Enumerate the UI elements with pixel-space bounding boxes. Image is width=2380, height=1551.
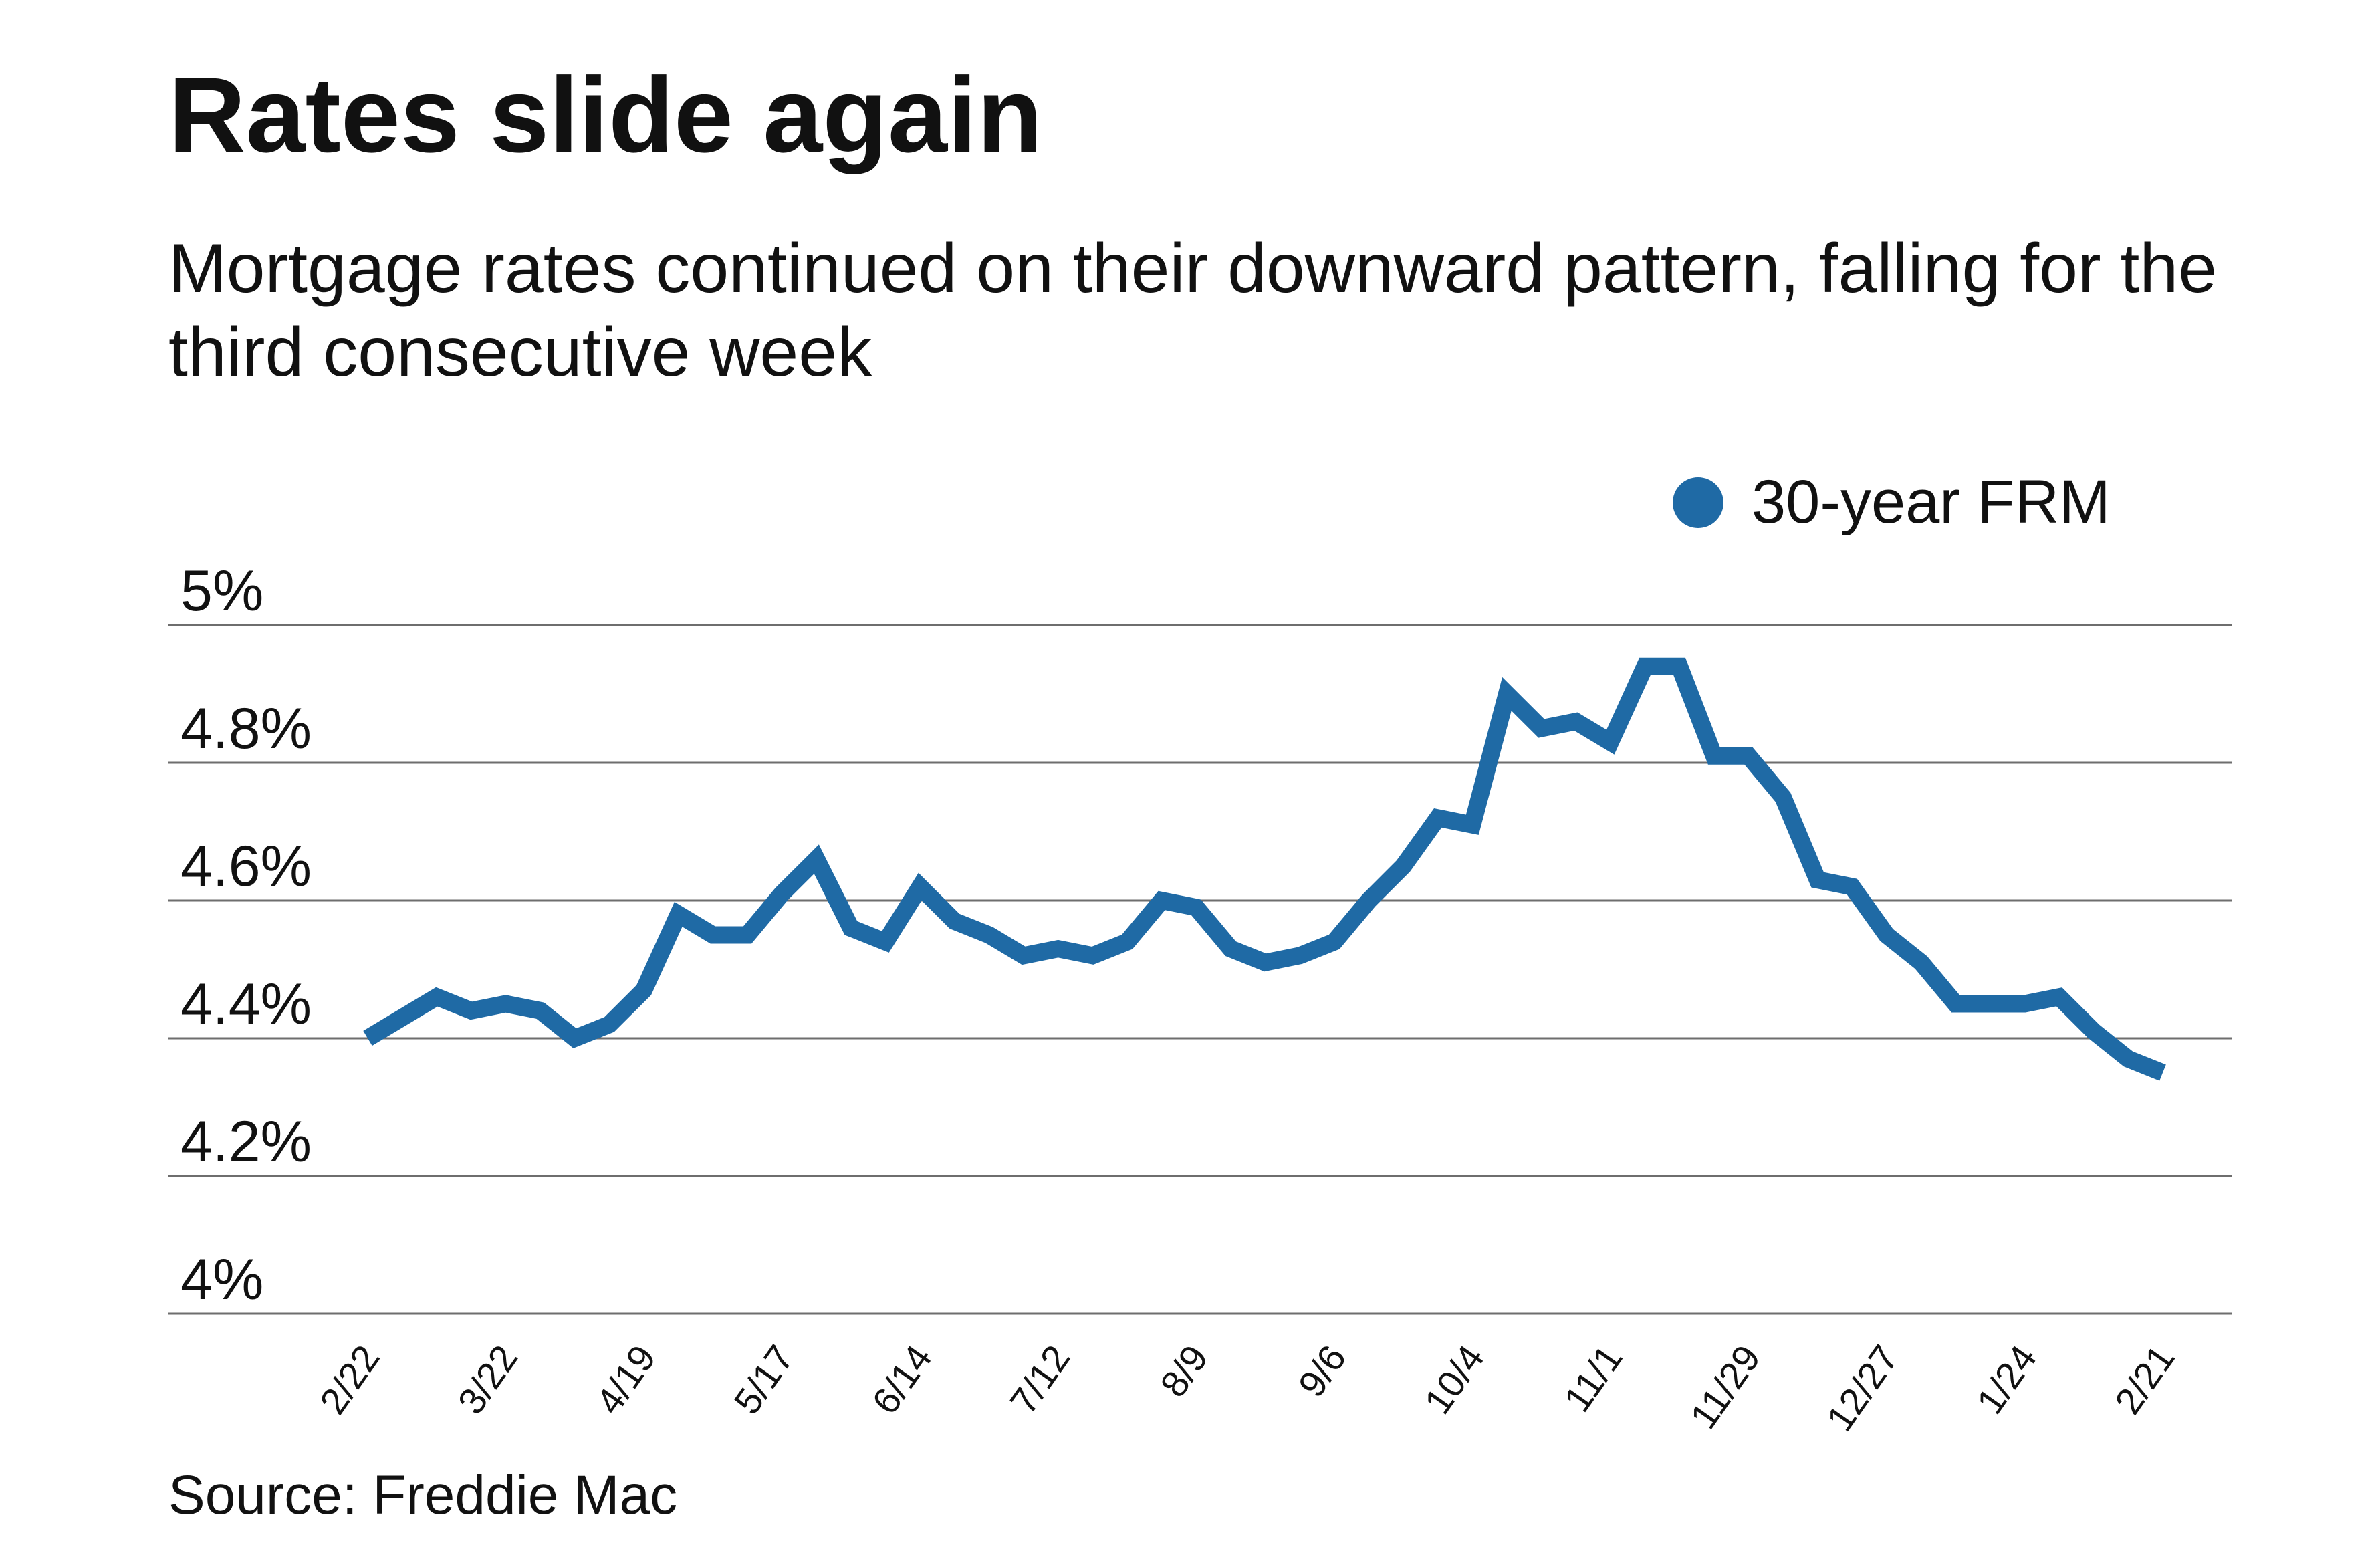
y-tick-label: 4.8% (181, 697, 312, 761)
x-tick-label: 1/24 (1968, 1338, 2044, 1421)
x-tick-label: 7/12 (1001, 1338, 1078, 1421)
x-tick-label: 5/17 (725, 1338, 802, 1421)
chart-title: Rates slide again (168, 55, 1043, 174)
x-tick-label: 2/22 (312, 1338, 388, 1421)
source-note: Source: Freddie Mac (168, 1465, 678, 1526)
y-tick-label: 4.2% (181, 1110, 312, 1174)
y-tick-label: 5% (181, 559, 263, 623)
x-tick-label: 3/22 (449, 1338, 525, 1421)
x-tick-label: 2/21 (2107, 1338, 2183, 1421)
x-tick-label: 12/27 (1818, 1338, 1907, 1439)
y-tick-label: 4.4% (181, 972, 312, 1036)
x-tick-label: 11/1 (1556, 1338, 1631, 1419)
chart-subtitle: Mortgage rates continued on their downwa… (168, 230, 2218, 391)
x-tick-label: 8/9 (1152, 1338, 1216, 1405)
x-tick-label: 4/19 (588, 1338, 664, 1421)
x-tick-label: 10/4 (1416, 1338, 1492, 1421)
legend-label: 30-year FRM (1752, 468, 2111, 536)
x-tick-label: 9/6 (1290, 1338, 1354, 1405)
x-tick-label: 6/14 (864, 1338, 940, 1421)
legend-marker (1673, 477, 1723, 528)
y-tick-label: 4% (181, 1247, 263, 1312)
x-tick-label: 11/29 (1682, 1338, 1769, 1437)
series-line-30-year-frm (363, 657, 2166, 1081)
y-tick-label: 4.6% (181, 834, 312, 899)
